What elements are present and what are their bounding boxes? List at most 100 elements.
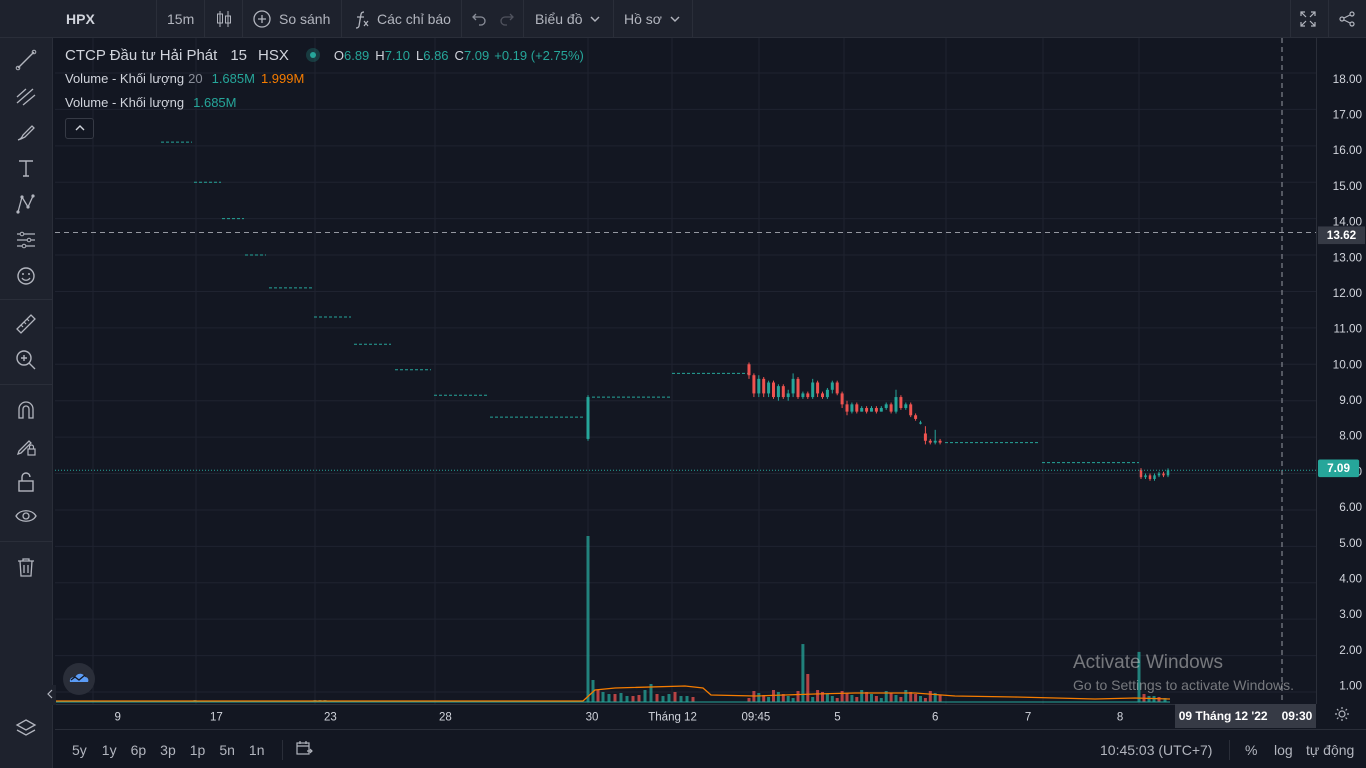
symbol-search-button[interactable]: HPX (66, 0, 95, 38)
indicators-button[interactable]: Các chỉ báo (352, 0, 451, 38)
candle-body (816, 382, 820, 394)
volume-legend-1[interactable]: Volume - Khối lượng 20 1.685M 1.999M (65, 66, 584, 90)
time-tick-label: 8 (1117, 711, 1123, 723)
range-button-1p[interactable]: 1p (189, 741, 206, 758)
crosshair-price-bg (1317, 226, 1366, 245)
prediction-icon[interactable] (12, 226, 40, 254)
last-price-bg (1317, 459, 1360, 478)
high-value: 7.10 (384, 47, 410, 63)
tradingview-logo[interactable] (63, 663, 95, 695)
volume-value: 1.685M (211, 70, 255, 86)
candle-body (835, 382, 839, 394)
redo-button[interactable] (498, 0, 516, 38)
candle-body (919, 422, 922, 424)
candle-body (791, 378, 795, 394)
volume-bar (596, 690, 600, 702)
toolbar-divider (156, 0, 157, 38)
top-toolbar: HPX 15m So sánh Các chỉ báo Biểu đồ Hồ s… (0, 0, 1366, 38)
candle-body (850, 404, 854, 412)
goto-date-button[interactable] (295, 730, 313, 768)
volume-value: 1.685M (193, 94, 237, 110)
candle-body (938, 440, 942, 443)
volume-legend-2[interactable]: Volume - Khối lượng 1.685M (65, 90, 584, 114)
timezone-clock[interactable]: 10:45:03 (UTC+7) (1100, 741, 1213, 758)
range-button-6p[interactable]: 6p (130, 741, 147, 758)
candle-body (781, 386, 785, 398)
price-tick-label: 2.00 (1339, 644, 1362, 657)
volume-bar (845, 693, 849, 702)
time-tick-label: 23 (324, 711, 337, 723)
trash-icon[interactable] (12, 553, 40, 581)
undo-button[interactable] (470, 0, 488, 38)
price-axis[interactable]: 18.00 17.00 16.00 15.00 14.00 13.00 12.00 11.00… (1316, 38, 1366, 704)
gear-icon (1334, 706, 1350, 727)
volume-bar (673, 692, 677, 702)
volume-bar (914, 694, 918, 702)
price-tick-label: 14.00 (1333, 216, 1363, 229)
candle-body (914, 415, 918, 419)
fib-icon[interactable] (12, 82, 40, 110)
candle-body (586, 397, 590, 439)
volume-bars (55, 536, 1171, 703)
range-button-1y[interactable]: 1y (101, 741, 117, 758)
zoom-in-icon[interactable] (12, 346, 40, 374)
plus-circle-icon (252, 9, 272, 29)
range-button-1n[interactable]: 1n (248, 741, 265, 758)
lock-drawing-icon[interactable] (12, 432, 40, 460)
trend-line-icon[interactable] (12, 46, 40, 74)
range-button-5y[interactable]: 5y (72, 741, 87, 758)
emoji-icon[interactable] (12, 262, 40, 290)
text-icon[interactable] (12, 154, 40, 182)
close-label: C (454, 47, 464, 63)
chart-type-button[interactable] (214, 0, 234, 38)
range-button-3p[interactable]: 3p (160, 741, 176, 758)
volume-bar (825, 694, 829, 702)
low-label: L (416, 47, 424, 63)
compare-button[interactable]: So sánh (252, 0, 330, 38)
volume-bar (830, 696, 834, 702)
fullscreen-button[interactable] (1299, 0, 1317, 38)
price-chart[interactable] (55, 38, 1316, 704)
volume-bar (619, 693, 623, 702)
volume-bar (1157, 697, 1161, 702)
fullscreen-icon (1299, 10, 1317, 28)
candle-body (870, 407, 873, 412)
collapse-legend-button[interactable] (65, 118, 94, 139)
crosshair-date: 09 Tháng 12 '22 (1178, 709, 1268, 723)
auto-scale-toggle[interactable]: tự động (1306, 741, 1355, 758)
range-button-5n[interactable]: 5n (219, 741, 235, 758)
interval-button[interactable]: 15m (167, 0, 194, 38)
market-status-icon[interactable] (305, 48, 320, 62)
cloud-logo-icon (68, 670, 90, 689)
candle-body (928, 440, 932, 443)
candle-body (772, 382, 775, 398)
indicators-label: Các chỉ báo (377, 11, 451, 27)
chevron-left-icon (47, 686, 53, 704)
magnet-icon[interactable] (12, 396, 40, 424)
candle-body (796, 378, 800, 398)
price-candles (161, 141, 1170, 481)
candle-body (865, 407, 869, 412)
percent-scale-toggle[interactable]: % (1245, 741, 1258, 758)
layers-icon[interactable] (12, 715, 40, 743)
unlock-icon[interactable] (12, 468, 40, 496)
share-button[interactable] (1338, 0, 1356, 38)
brush-icon[interactable] (12, 118, 40, 146)
volume-bar (781, 694, 785, 702)
log-scale-toggle[interactable]: log (1274, 741, 1293, 758)
time-axis[interactable]: 9 17 23 28 30 Tháng 12 09:45 5 6 7 8 (55, 704, 1316, 728)
candle-body (894, 397, 898, 412)
symbol-label: HPX (66, 11, 95, 27)
chart-settings-button[interactable] (1328, 705, 1356, 727)
volume-bar (661, 696, 665, 702)
volume-bar (899, 697, 903, 702)
eye-icon[interactable] (12, 502, 40, 530)
pattern-icon[interactable] (12, 190, 40, 218)
chart-menu-button[interactable]: Biểu đồ (535, 0, 600, 38)
collapse-toolbar-button[interactable] (44, 685, 56, 705)
compare-label: So sánh (279, 11, 331, 27)
profile-menu-button[interactable]: Hồ sơ (624, 0, 680, 38)
volume-bar (613, 694, 617, 702)
ruler-icon[interactable] (12, 310, 40, 338)
volume-bar (791, 698, 795, 702)
